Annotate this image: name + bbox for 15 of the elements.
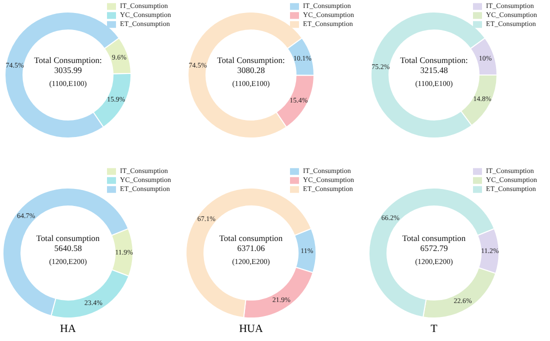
text: Total consumption (218, 233, 284, 243)
text: T (430, 323, 438, 335)
text: 5640.58 (53, 243, 83, 253)
text: Total consumption (35, 233, 101, 243)
text: Total Consumption: (399, 55, 469, 65)
text: 6371.06 (236, 243, 266, 253)
text: Total Consumption: (33, 55, 103, 65)
text: HA (59, 323, 77, 335)
text: 3035.99 (53, 65, 83, 75)
text: HUA (238, 323, 264, 335)
text: 3215.48 (419, 65, 449, 75)
text: 6572.79 (419, 243, 449, 253)
text: 3080.28 (236, 65, 266, 75)
text: Total Consumption: (216, 55, 286, 65)
text: Total consumption (401, 233, 467, 243)
